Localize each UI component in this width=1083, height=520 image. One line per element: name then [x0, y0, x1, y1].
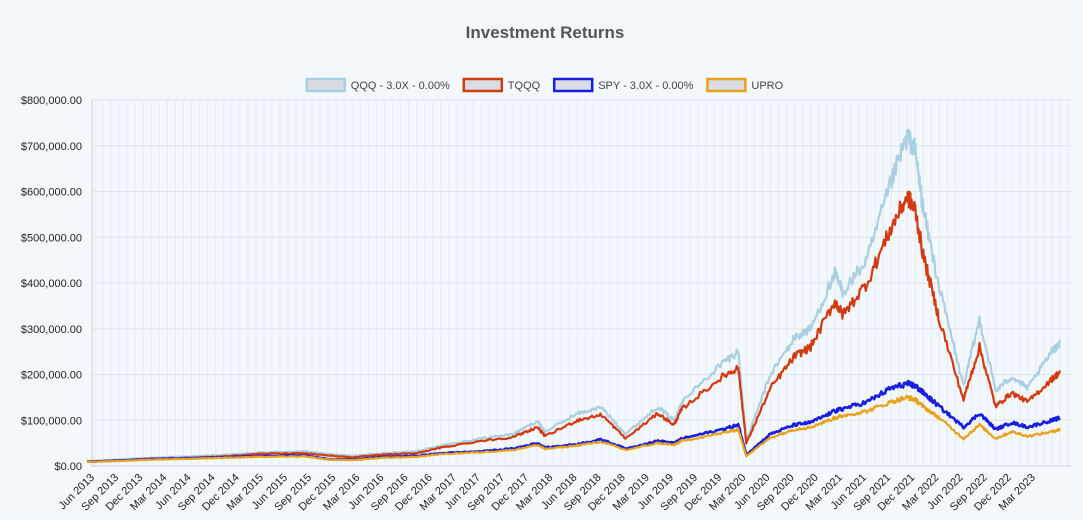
- y-tick-label: $200,000.00: [21, 370, 82, 382]
- y-axis: $0.00 $100,000.00 $200,000.00 $300,000.00 $4…: [21, 95, 82, 473]
- legend-swatch: [706, 77, 747, 93]
- y-tick-label: $500,000.00: [21, 232, 82, 244]
- chart-title: Investment Returns: [466, 23, 625, 42]
- legend-label: TQQQ: [508, 80, 541, 92]
- legend: QQQ - 3.0X - 0.00% TQQQ SPY - 3.0X - 0.00%…: [305, 77, 784, 93]
- y-tick-label: $400,000.00: [21, 278, 82, 290]
- legend-swatch: [552, 77, 594, 93]
- y-tick-label: $300,000.00: [21, 324, 82, 336]
- legend-item[interactable]: UPRO: [706, 77, 784, 93]
- series-layer: [86, 128, 1062, 464]
- legend-swatch: [305, 77, 347, 93]
- series-line-1: [86, 190, 1062, 464]
- legend-label: SPY - 3.0X - 0.00%: [598, 80, 693, 92]
- legend-item[interactable]: QQQ - 3.0X - 0.00%: [305, 77, 450, 93]
- legend-label: UPRO: [751, 80, 783, 92]
- legend-label: QQQ - 3.0X - 0.00%: [351, 80, 450, 92]
- legend-item[interactable]: TQQQ: [462, 77, 541, 93]
- series-line-2: [86, 379, 1062, 463]
- series-line-0: [87, 128, 1062, 463]
- y-tick-label: $700,000.00: [21, 141, 82, 153]
- grid: [91, 99, 1071, 467]
- y-tick-label: $600,000.00: [21, 187, 82, 199]
- series-line-3: [87, 394, 1061, 463]
- legend-item[interactable]: SPY - 3.0X - 0.00%: [552, 77, 694, 93]
- y-tick-label: $0.00: [54, 461, 82, 473]
- y-tick-label: $800,000.00: [21, 95, 82, 107]
- legend-swatch: [462, 77, 504, 93]
- y-tick-label: $100,000.00: [21, 415, 82, 427]
